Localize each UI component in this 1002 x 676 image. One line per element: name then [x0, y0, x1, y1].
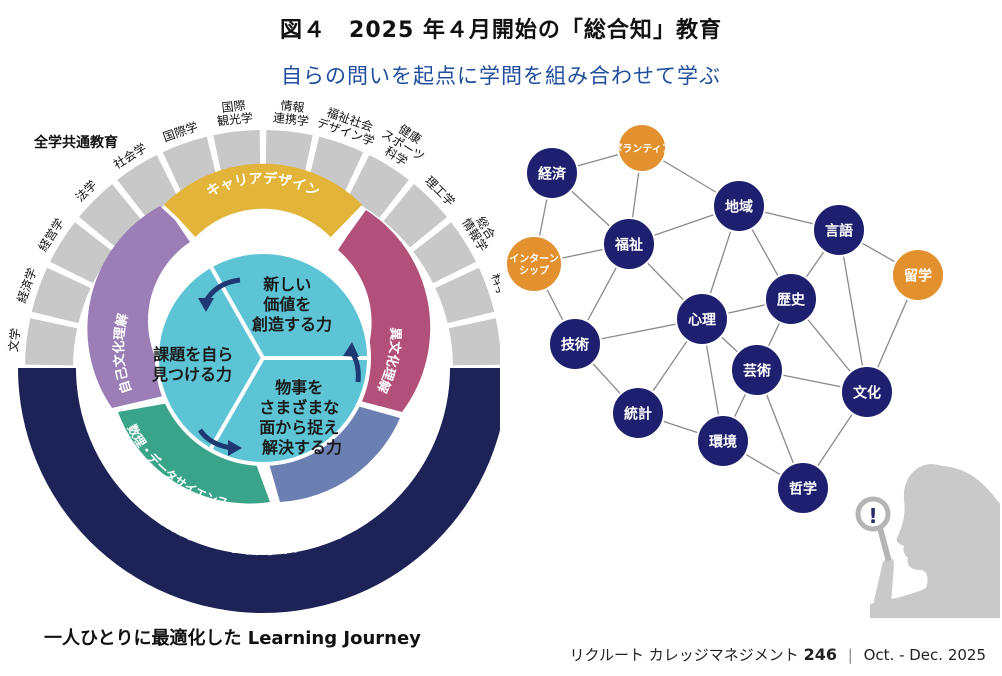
- network-node-label: 文化: [853, 384, 881, 401]
- footer-separator: |: [847, 646, 853, 664]
- ring-intercultural: [338, 210, 431, 412]
- network-node-label: 経済: [538, 165, 567, 182]
- network-node-intern: インターンシップ: [505, 235, 563, 293]
- network-node-circle: [611, 386, 665, 440]
- discipline-label: 生命科学: [488, 267, 500, 299]
- exclamation-icon: !: [868, 504, 877, 528]
- network-node-label: 技術: [561, 336, 589, 353]
- network-node-circle: [712, 179, 766, 233]
- common-education-label: 全学共通教育: [33, 134, 118, 151]
- network-node-circle: [840, 365, 894, 419]
- network-node-bunka: 文化: [840, 365, 894, 419]
- discipline-block: [448, 318, 500, 366]
- issue-number: 246: [803, 645, 837, 664]
- figure-subtitle: 自らの問いを起点に学問を組み合わせて学ぶ: [281, 64, 721, 88]
- network-node-volunteer: ボランティア: [612, 123, 672, 173]
- core-divider: [208, 357, 265, 451]
- publication-footer: リクルート カレッジマネジメント 246 | Oct. - Dec. 2025: [569, 644, 986, 665]
- network-node-gengo: 言語: [812, 203, 866, 257]
- network-node-circle: [764, 272, 818, 326]
- network-node-label: 統計: [624, 405, 652, 422]
- network-node-label: ボランティア: [612, 142, 671, 155]
- core-divider: [208, 264, 265, 359]
- network-node-circle: [602, 217, 656, 271]
- ring-data-science: [118, 400, 270, 504]
- network-node-label: 地域: [725, 198, 753, 215]
- network-node-circle: [525, 146, 579, 200]
- network-node-label: 哲学: [789, 480, 817, 497]
- discipline-label: 国際観光学: [215, 100, 254, 129]
- network-node-fukushi: 福祉: [602, 217, 656, 271]
- ring-philosophy: [268, 400, 400, 502]
- network-node-gijutsu: 技術: [548, 317, 602, 371]
- network-node-circle: [776, 461, 830, 515]
- network-node-ryugaku: 留学: [891, 248, 945, 302]
- figure-title: 図４ 2025 年４月開始の「総合知」教育: [280, 18, 722, 43]
- network-node-circle: [696, 414, 750, 468]
- discipline-label: 文学: [5, 327, 23, 353]
- learning-journey-caption: 一人ひとりに最適化した Learning Journey: [44, 628, 421, 649]
- discipline-block: [50, 222, 113, 284]
- network-node-label: インターンシップ: [509, 253, 559, 277]
- network-node-label: 福祉: [614, 236, 643, 253]
- discipline-block: [25, 318, 78, 366]
- issue-period: Oct. - Dec. 2025: [863, 646, 986, 664]
- cycle-arrow-icon: [343, 342, 359, 357]
- network-node-circle: [505, 235, 563, 293]
- network-node-circle: [891, 248, 945, 302]
- network-node-geijutsu: 芸術: [730, 343, 784, 397]
- cycle-arrow-icon: [198, 298, 214, 312]
- network-node-circle: [617, 123, 667, 173]
- network-node-label: 環境: [709, 433, 737, 450]
- network-node-tetsugaku: 哲学: [776, 461, 830, 515]
- network-node-toukei: 統計: [611, 386, 665, 440]
- network-node-circle: [812, 203, 866, 257]
- discipline-block: [347, 155, 409, 218]
- discipline-block: [413, 222, 476, 284]
- network-node-label: 言語: [825, 222, 853, 239]
- network-node-circle: [548, 317, 602, 371]
- publication-name: リクルート カレッジマネジメント: [569, 646, 799, 664]
- ring-self-culture: [87, 206, 190, 408]
- network-node-label: 心理: [688, 312, 716, 328]
- network-node-label: 留学: [904, 267, 932, 284]
- core-solve-text: 物事を さまざまな 面から捉え 解決する力: [259, 378, 345, 457]
- magnifier-icon: [855, 496, 891, 561]
- network-node-circle: [675, 292, 729, 346]
- ring-career-design: [163, 163, 363, 238]
- network-edge: [838, 229, 868, 393]
- core-find-problem-text: 課題を自ら 見つける力: [151, 345, 239, 384]
- discipline-block: [383, 184, 447, 248]
- faculty-study-band: [18, 368, 500, 613]
- cycle-arrow-icon: [228, 440, 242, 456]
- discipline-block: [117, 155, 179, 218]
- network-node-label: 歴史: [777, 292, 806, 308]
- core-new-value-text: 新しい 価値を 創造する力: [251, 275, 332, 334]
- network-node-rekishi: 歴史: [764, 272, 818, 326]
- network-node-kankyo: 環境: [696, 414, 750, 468]
- network-node-label: 芸術: [743, 362, 771, 379]
- discipline-block: [435, 267, 495, 324]
- thinking-person-silhouette: [870, 464, 1000, 618]
- network-node-circle: [730, 343, 784, 397]
- network-node-shinri: 心理: [675, 292, 729, 346]
- discipline-block: [31, 267, 91, 324]
- network-node-chiiki: 地域: [712, 179, 766, 233]
- discipline-label: 情報連携学: [272, 100, 311, 129]
- network-node-keizai: 経済: [525, 146, 579, 200]
